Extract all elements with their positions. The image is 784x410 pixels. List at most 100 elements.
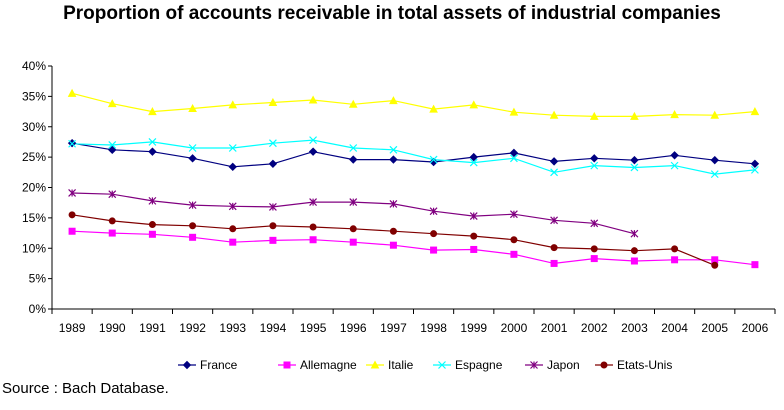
data-point-etats-unis <box>630 247 638 255</box>
y-tick-label: 25% <box>22 150 46 164</box>
data-point-espagne <box>630 163 639 172</box>
series-line-italie <box>71 92 755 117</box>
data-point-allemagne <box>510 250 518 258</box>
data-point-allemagne <box>148 230 156 238</box>
data-point-etats-unis <box>148 221 156 229</box>
x-tick-label: 1998 <box>420 321 447 335</box>
data-point-allemagne <box>189 233 197 241</box>
x-tick-label: 1996 <box>340 321 367 335</box>
data-point-italie <box>148 107 157 116</box>
data-point-etats-unis <box>189 222 197 230</box>
data-point-espagne <box>389 145 398 154</box>
x-tick-label: 2001 <box>541 321 568 335</box>
data-point-france <box>308 147 318 156</box>
x-tick-label: 1997 <box>380 321 407 335</box>
x-tick-label: 1990 <box>99 321 126 335</box>
data-point-espagne <box>509 154 518 163</box>
series-line-etats-unis <box>72 214 716 266</box>
legend-label: Etats-Unis <box>617 358 672 372</box>
data-point-japon <box>68 189 77 197</box>
x-tick-label: 2006 <box>742 321 769 335</box>
data-point-italie <box>228 100 238 109</box>
data-point-japon <box>630 229 639 238</box>
x-tick-label: 2003 <box>621 321 648 335</box>
data-point-etats-unis <box>229 225 237 233</box>
y-tick-label: 20% <box>22 181 46 195</box>
data-point-espagne <box>68 139 77 148</box>
data-point-allemagne <box>349 238 357 246</box>
data-point-france <box>188 154 197 163</box>
data-point-italie <box>348 99 358 108</box>
data-point-etats-unis <box>389 227 397 235</box>
data-point-italie <box>308 95 318 104</box>
data-point-italie <box>469 100 479 109</box>
data-point-etats-unis <box>590 245 598 253</box>
data-point-france <box>509 148 519 158</box>
series-line-france <box>72 142 755 168</box>
legend-marker <box>600 361 608 369</box>
data-point-etats-unis <box>108 217 116 225</box>
data-point-allemagne <box>389 241 397 249</box>
x-tick-label: 2004 <box>661 321 688 335</box>
data-point-etats-unis <box>550 244 558 252</box>
y-tick-label: 35% <box>22 89 46 103</box>
data-point-japon <box>188 201 197 210</box>
data-point-japon <box>509 210 518 219</box>
data-point-italie <box>670 110 679 119</box>
data-point-allemagne <box>671 256 679 264</box>
series-line-allemagne <box>72 230 755 266</box>
data-point-espagne <box>228 144 237 152</box>
data-point-france <box>710 155 719 165</box>
data-point-italie <box>710 110 720 119</box>
x-tick-label: 2002 <box>581 321 608 335</box>
data-point-japon <box>228 202 237 211</box>
y-tick-label: 40% <box>22 59 46 73</box>
data-point-espagne <box>188 144 197 152</box>
legend-marker <box>438 361 446 369</box>
data-point-espagne <box>349 144 358 152</box>
legend-marker <box>530 361 538 369</box>
data-point-italie <box>107 99 117 108</box>
data-point-etats-unis <box>671 245 679 253</box>
data-point-france <box>429 157 438 167</box>
data-point-france <box>349 155 358 164</box>
data-point-france <box>630 155 639 165</box>
legend-label: Italie <box>388 358 414 372</box>
data-point-etats-unis <box>68 211 76 219</box>
data-point-espagne <box>309 136 318 145</box>
data-point-italie <box>750 107 760 116</box>
data-point-allemagne <box>630 257 638 265</box>
data-point-allemagne <box>550 259 558 267</box>
data-point-espagne <box>750 165 759 174</box>
data-point-italie <box>188 103 197 113</box>
chart-title: Proportion of accounts receivable in tot… <box>63 3 721 24</box>
data-point-espagne <box>148 138 157 146</box>
data-point-allemagne <box>470 245 478 253</box>
data-point-allemagne <box>590 255 598 263</box>
data-point-france <box>670 151 679 160</box>
data-point-espagne <box>429 155 438 164</box>
data-point-japon <box>148 196 157 205</box>
y-tick-label: 5% <box>29 272 47 286</box>
y-tick-label: 15% <box>22 211 46 225</box>
legend-label: Allemagne <box>300 358 357 372</box>
x-tick-label: 2000 <box>501 321 528 335</box>
data-point-italie <box>630 111 639 120</box>
data-point-france <box>108 145 117 155</box>
legend-label: Espagne <box>455 358 503 372</box>
x-tick-label: 1993 <box>219 321 246 335</box>
source-note: Source : Bach Database. <box>2 380 169 397</box>
data-point-italie <box>549 110 559 119</box>
legend-marker <box>370 360 380 369</box>
data-point-italie <box>429 104 438 113</box>
data-point-france <box>148 147 157 156</box>
data-point-japon <box>108 190 117 199</box>
data-point-japon <box>389 199 398 208</box>
data-point-italie <box>67 88 77 97</box>
data-point-japon <box>268 203 277 211</box>
legend-marker <box>283 361 291 369</box>
data-point-allemagne <box>309 236 317 244</box>
data-point-espagne <box>590 161 599 170</box>
data-point-etats-unis <box>510 236 518 244</box>
